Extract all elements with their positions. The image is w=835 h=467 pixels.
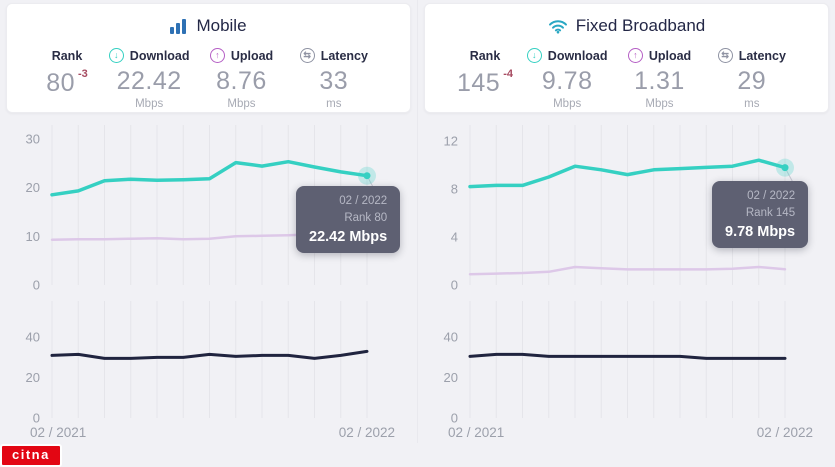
download-icon: ↓ (526, 48, 542, 63)
upload-unit: Mbps (645, 97, 674, 110)
upload-icon: ↑ (209, 48, 225, 63)
rank-number: 80 (46, 69, 76, 97)
rank-value: 80 -3 (31, 68, 103, 98)
tooltip-rank: Rank 145 (745, 207, 796, 220)
speedtest-dashboard: Mobile Rank 80 -3 ↓ Download 22.42 Mbps ↑ U… (0, 0, 835, 443)
latency-value: 33 (319, 67, 349, 95)
svg-text:8: 8 (451, 182, 458, 197)
fixed-speed-chart-wrap: 0 4 8 12 02 / 2022 Rank 145 9.78 Mbps (418, 115, 835, 293)
rank-label: Rank (469, 48, 501, 63)
panel-title: Fixed Broadband (575, 16, 706, 35)
mobile-latency-chart[interactable]: 0 20 40 02 / 2021 02 / 2022 (0, 293, 417, 443)
tooltip-date: 02 / 2022 (747, 190, 796, 202)
mobile-header-zone: Mobile Rank 80 -3 ↓ Download 22.42 Mbps ↑ U… (0, 0, 417, 115)
latency-icon: ⇆ (299, 48, 315, 63)
latency-label: Latency (738, 48, 786, 63)
svg-text:40: 40 (444, 330, 458, 345)
mobile-download-stat: ↓ Download 22.42 Mbps (103, 47, 195, 110)
fixed-latency-stat: ⇆ Latency 29 ms (706, 47, 798, 110)
svg-text:12: 12 (444, 134, 458, 149)
svg-text:02 / 2021: 02 / 2021 (448, 425, 504, 440)
svg-text:0: 0 (33, 411, 40, 426)
mobile-latency-stat: ⇆ Latency 33 ms (288, 47, 380, 110)
svg-text:10: 10 (26, 229, 40, 244)
upload-label: Upload (230, 48, 274, 63)
fixed-upload-stat: ↑ Upload 1.31 Mbps (613, 47, 705, 110)
fixed-rank-stat: Rank 145 -4 (449, 47, 521, 110)
download-value: 22.42 (116, 67, 182, 95)
svg-text:0: 0 (451, 278, 458, 293)
wifi-icon (548, 20, 567, 34)
svg-text:02 / 2022: 02 / 2022 (339, 425, 395, 440)
svg-text:02 / 2022: 02 / 2022 (757, 425, 813, 440)
latency-icon: ⇆ (717, 48, 733, 63)
upload-value: 8.76 (216, 67, 267, 95)
svg-text:02 / 2021: 02 / 2021 (30, 425, 86, 440)
download-label: Download (547, 48, 608, 63)
mobile-speed-chart-wrap: 0 10 20 30 02 / 2022 Rank 80 22.42 Mbps (0, 115, 417, 293)
fixed-stats-row: Rank 145 -4 ↓ Download 9.78 Mbps ↑ Upload 1… (425, 39, 828, 110)
download-value: 9.78 (541, 67, 593, 95)
upload-label: Upload (648, 48, 692, 63)
signal-bars-icon (170, 19, 187, 34)
mobile-rank-stat: Rank 80 -3 (31, 47, 103, 110)
download-label: Download (129, 48, 190, 63)
tooltip-value: 9.78 Mbps (725, 223, 796, 240)
svg-text:0: 0 (33, 278, 40, 293)
download-unit: Mbps (135, 97, 164, 110)
fixed-chart-tooltip: 02 / 2022 Rank 145 9.78 Mbps (712, 181, 809, 248)
latency-unit: ms (744, 97, 760, 110)
fixed-latency-chart[interactable]: 0 20 40 02 / 2021 02 / 2022 (418, 293, 835, 443)
mobile-upload-stat: ↑ Upload 8.76 Mbps (195, 47, 287, 110)
latency-label: Latency (320, 48, 368, 63)
rank-delta-badge: -4 (503, 68, 513, 80)
upload-unit: Mbps (227, 97, 256, 110)
fixed-title-row: Fixed Broadband (425, 13, 828, 39)
panel-fixed-broadband: Fixed Broadband Rank 145 -4 ↓ Download 9.7… (417, 0, 835, 443)
mobile-title-row: Mobile (7, 13, 410, 39)
svg-text:20: 20 (26, 180, 40, 195)
fixed-download-stat: ↓ Download 9.78 Mbps (521, 47, 613, 110)
download-icon: ↓ (108, 48, 124, 63)
panel-title: Mobile (196, 16, 247, 35)
svg-text:30: 30 (26, 131, 40, 146)
rank-delta-badge: -3 (78, 68, 88, 80)
download-unit: Mbps (553, 97, 582, 110)
latency-value: 29 (737, 67, 767, 95)
fixed-speed-chart[interactable]: 0 4 8 12 (418, 115, 835, 293)
svg-text:40: 40 (26, 330, 40, 345)
mobile-stats-row: Rank 80 -3 ↓ Download 22.42 Mbps ↑ Upload 8… (7, 39, 410, 110)
citna-watermark-logo: citna (0, 444, 62, 467)
fixed-header-card: Fixed Broadband Rank 145 -4 ↓ Download 9.7… (424, 3, 829, 113)
panel-mobile: Mobile Rank 80 -3 ↓ Download 22.42 Mbps ↑ U… (0, 0, 417, 443)
rank-number: 145 (457, 69, 501, 97)
rank-label: Rank (51, 48, 83, 63)
mobile-chart-tooltip: 02 / 2022 Rank 80 22.42 Mbps (296, 186, 401, 253)
svg-text:0: 0 (451, 411, 458, 426)
tooltip-value: 22.42 Mbps (309, 228, 388, 245)
tooltip-date: 02 / 2022 (339, 195, 388, 207)
tooltip-rank: Rank 80 (344, 212, 388, 225)
upload-icon: ↑ (627, 48, 643, 63)
fixed-header-zone: Fixed Broadband Rank 145 -4 ↓ Download 9.7… (418, 0, 835, 115)
svg-text:20: 20 (26, 370, 40, 385)
rank-value: 145 -4 (449, 68, 521, 98)
latency-unit: ms (326, 97, 342, 110)
svg-text:20: 20 (444, 370, 458, 385)
upload-value: 1.31 (634, 67, 685, 95)
mobile-header-card: Mobile Rank 80 -3 ↓ Download 22.42 Mbps ↑ U… (6, 3, 411, 113)
svg-text:4: 4 (451, 230, 458, 245)
